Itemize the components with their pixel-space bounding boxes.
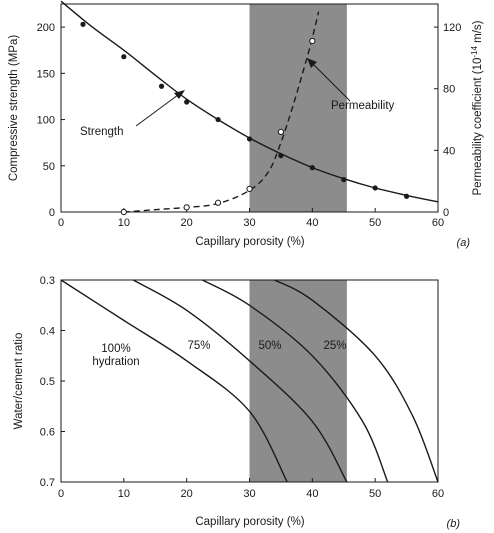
hydration-curve	[202, 279, 389, 483]
x-tick-label-b: 0	[58, 488, 64, 500]
x-tick-label-b: 30	[243, 488, 255, 500]
panel-a: 0 10 20 30 40 50 6005010015020004080120Capilla…	[8, 0, 484, 249]
strength-point	[80, 21, 86, 27]
x-axis-label-b: Capillary porosity (%)	[195, 516, 304, 528]
y-tick-label-b: 0.4	[40, 326, 55, 338]
x-tick-label-b: 10	[118, 488, 130, 500]
permeability-point	[214, 199, 222, 206]
shaded-band-a	[249, 4, 347, 212]
x-tick-label-a: 50	[369, 217, 381, 229]
y-right-tick-label-a: 80	[443, 84, 455, 96]
y-left-tick-label-a: 200	[37, 22, 55, 34]
y-right-axis-label-a: Permeability coefficient (10-14 m/s)	[470, 20, 484, 195]
y-axis-label-b: Water/cement ratio	[13, 333, 25, 430]
x-tick-label-a: 0	[58, 217, 64, 229]
strength-annotation: Strength	[80, 126, 123, 138]
strength-point	[309, 165, 315, 171]
label-25: 25%	[323, 340, 346, 352]
y-left-tick-label-a: 100	[37, 115, 55, 127]
strength-point	[403, 193, 410, 199]
y-right-label-suffix: m/s)	[472, 20, 484, 46]
y-tick-label-b: 0.5	[40, 376, 55, 388]
strength-point	[341, 177, 347, 183]
permeability-annotation: Permeability	[331, 100, 395, 112]
permeability-point	[246, 185, 253, 192]
x-axis-label-a: Capillary porosity (%)	[195, 236, 304, 248]
permeability-arrow-line	[310, 61, 351, 102]
y-right-tick-label-a: 0	[443, 207, 449, 219]
label-75: 75%	[187, 340, 210, 352]
y-right-label-sup: -14	[470, 46, 479, 58]
y-right-label-prefix: Permeability coefficient (10	[472, 58, 484, 196]
permeability-point	[277, 128, 285, 135]
strength-point	[372, 185, 378, 191]
strength-point	[158, 83, 165, 89]
strength-point	[246, 136, 253, 142]
permeability-point	[309, 37, 316, 45]
panel-label-a: (a)	[457, 237, 471, 249]
y-left-tick-label-a: 50	[43, 161, 55, 173]
x-tick-label-b: 20	[181, 488, 193, 500]
permeability-curve	[123, 11, 320, 213]
x-tick-label-a: 60	[432, 217, 444, 229]
y-left-tick-label-a: 0	[49, 207, 55, 219]
y-right-tick-label-a: 120	[443, 22, 461, 34]
strength-arrow-line	[135, 91, 183, 127]
hydration-curve	[60, 279, 288, 483]
strength-arrow-head	[174, 90, 185, 99]
y-tick-label-b: 0.3	[40, 275, 55, 287]
y-right-tick-label-a: 40	[443, 145, 455, 157]
x-tick-label-b: 50	[369, 488, 381, 500]
panel-label-b: (b)	[447, 518, 461, 530]
label-hydration: hydration	[92, 356, 139, 368]
permeability-point	[183, 204, 190, 211]
hydration-curve	[132, 279, 348, 483]
hydration-curve	[274, 279, 439, 483]
strength-point	[215, 116, 221, 123]
y-left-tick-label-a: 150	[37, 68, 55, 80]
x-tick-label-a: 20	[181, 217, 193, 229]
label-100-hydration: 100%	[101, 343, 130, 355]
panel-b: 0 10 20 30 40 50 60 0.3 0.4 0.5 0.6 0.7 Capillary po…	[13, 275, 460, 530]
x-tick-label-a: 30	[243, 217, 255, 229]
y-tick-label-b: 0.7	[40, 477, 55, 489]
x-tick-label-b: 60	[432, 488, 444, 500]
y-tick-label-b: 0.6	[40, 427, 55, 439]
permeability-arrow-head	[307, 58, 317, 68]
label-50: 50%	[258, 340, 281, 352]
strength-point	[184, 99, 190, 105]
strength-point	[278, 153, 284, 159]
x-tick-label-b: 40	[306, 488, 318, 500]
shaded-band-b	[249, 280, 347, 482]
strength-point	[121, 54, 127, 60]
x-tick-label-a: 40	[306, 217, 318, 229]
permeability-point	[120, 208, 127, 216]
x-tick-label-a: 10	[118, 217, 130, 229]
y-left-axis-label-a: Compressive strength (MPa)	[8, 35, 20, 182]
